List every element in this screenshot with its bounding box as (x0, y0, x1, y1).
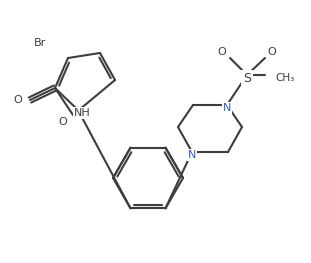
Text: O: O (14, 95, 22, 105)
Text: O: O (218, 47, 226, 57)
Text: S: S (243, 72, 251, 84)
Text: N: N (223, 103, 231, 113)
Text: CH₃: CH₃ (275, 73, 294, 83)
Text: Br: Br (34, 38, 46, 48)
Text: O: O (59, 117, 67, 127)
Text: N: N (188, 150, 196, 160)
Text: O: O (268, 47, 276, 57)
Text: NH: NH (74, 108, 91, 118)
